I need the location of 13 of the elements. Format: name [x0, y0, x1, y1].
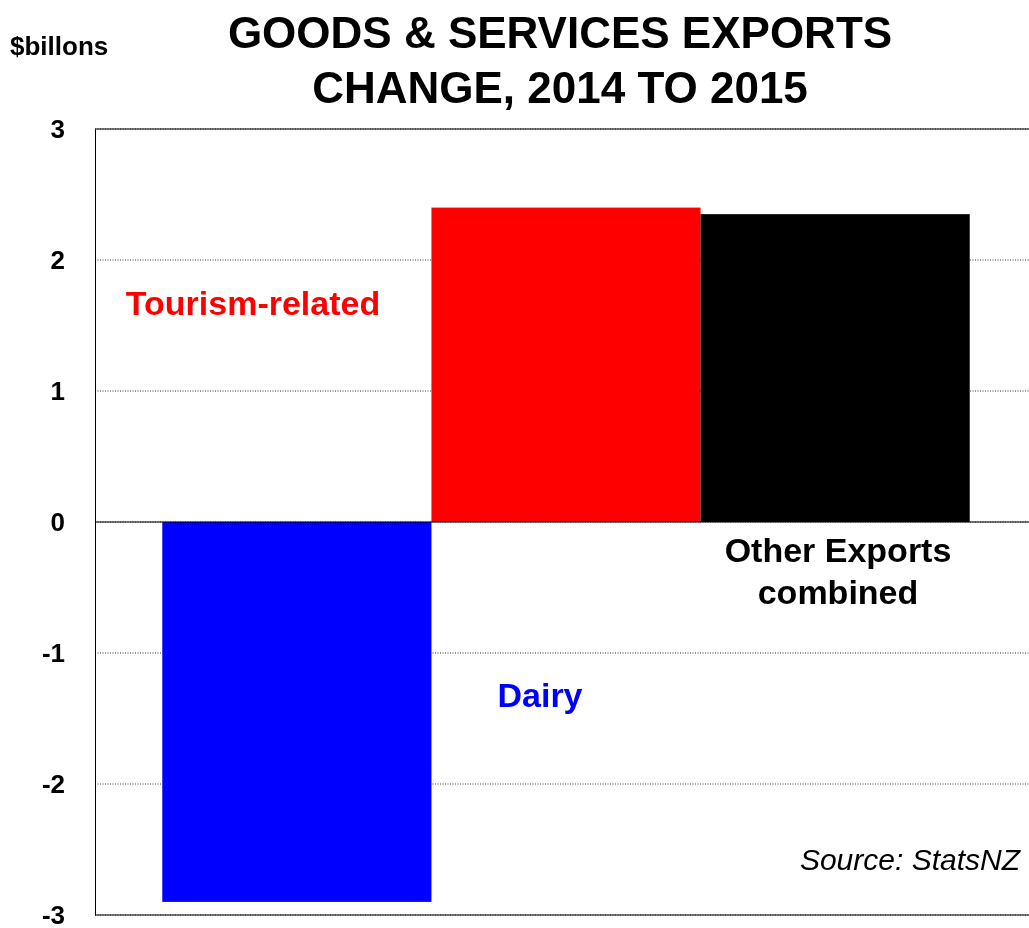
annotation: Source: StatsNZ: [799, 843, 1022, 876]
y-tick-label: -2: [41, 768, 65, 799]
y-tick-label: 0: [50, 506, 65, 537]
y-axis-title: $billons: [10, 31, 109, 61]
series-label: Tourism-related: [125, 284, 381, 322]
y-tick-label: 1: [50, 375, 65, 406]
series-label: Other Exports combined: [724, 531, 952, 611]
series-label: Dairy: [497, 676, 583, 714]
y-tick-label: 2: [50, 244, 65, 275]
y-tick-label: -1: [41, 637, 65, 668]
chart-title: GOODS & SERVICES EXPORTS CHANGE, 2014 TO 2015: [227, 8, 893, 112]
y-tick-label: -3: [41, 899, 65, 928]
y-tick-label: 3: [50, 113, 65, 144]
